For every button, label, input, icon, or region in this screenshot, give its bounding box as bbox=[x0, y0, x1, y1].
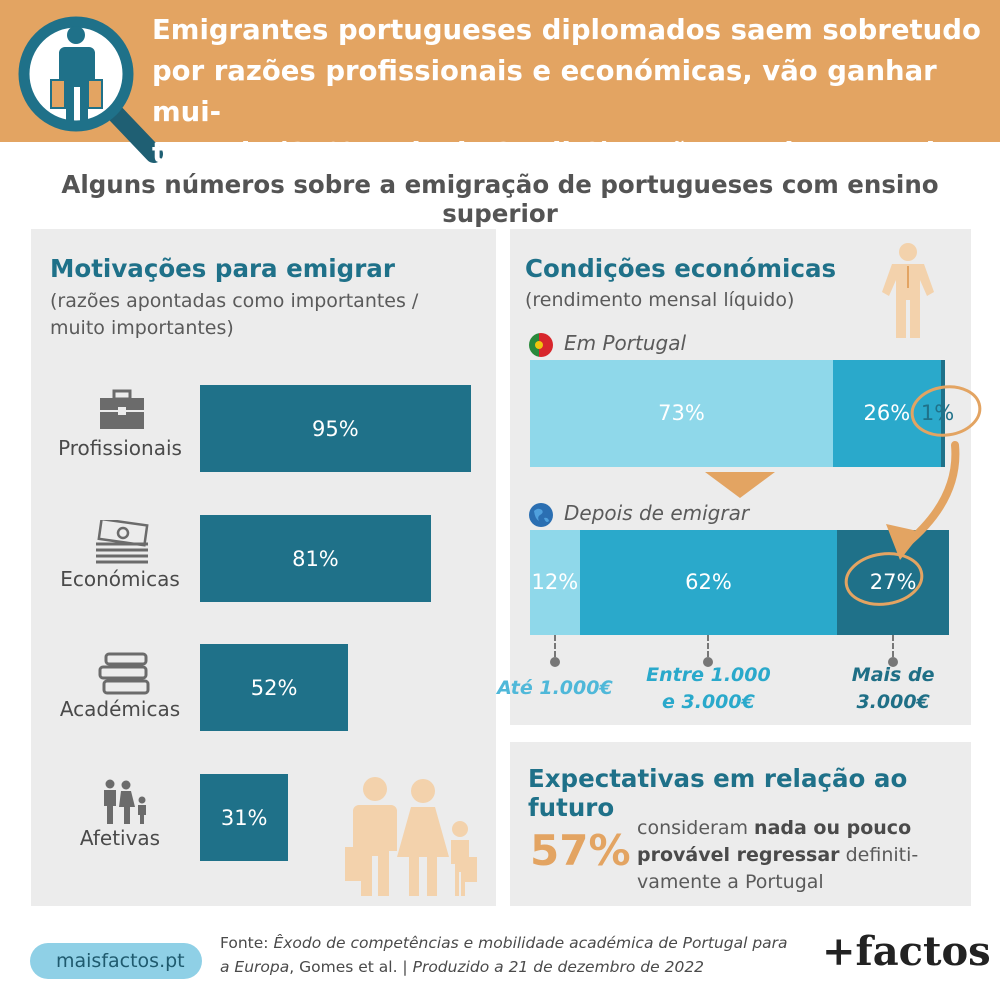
down-arrow-icon bbox=[705, 472, 775, 498]
header-banner: Emigrantes portugueses diplomados saem s… bbox=[0, 0, 1000, 169]
segment-value-label: 1% bbox=[920, 400, 955, 425]
page-subtitle: Alguns números sobre a emigração de port… bbox=[61, 170, 939, 228]
motivation-bar: 81% bbox=[200, 515, 431, 602]
legend-label-line: Entre 1.000 bbox=[646, 664, 771, 686]
legend-connector bbox=[707, 635, 710, 657]
factos-logo: +factos bbox=[822, 928, 991, 975]
expect-bold: provável regressar bbox=[637, 844, 840, 866]
legend-connector bbox=[553, 635, 556, 657]
note-line: muito importantes) bbox=[50, 317, 234, 339]
banknotes-icon bbox=[96, 520, 149, 564]
income-segment bbox=[530, 530, 580, 635]
motivation-bar: 95% bbox=[200, 385, 471, 472]
legend-dot bbox=[549, 657, 560, 667]
motivations-note: (razões apontadas como importantes / mui… bbox=[50, 288, 418, 342]
note-line: (razões apontadas como importantes / bbox=[50, 290, 419, 312]
portugal-flag-icon bbox=[529, 333, 553, 357]
motivation-bar: 52% bbox=[200, 644, 349, 731]
bar-value-label: 95% bbox=[312, 416, 359, 441]
source-authors: , Gomes et al. | bbox=[289, 958, 413, 976]
site-link[interactable]: maisfactos.pt bbox=[30, 943, 202, 979]
row-label-after: Depois de emigrar bbox=[564, 501, 750, 525]
site-link-label: maisfactos.pt bbox=[56, 950, 185, 972]
title-line: por razões profissionais e económicas, v… bbox=[152, 55, 937, 128]
legend-label-line: 3.000€ bbox=[856, 691, 930, 713]
bar-value-label: 52% bbox=[250, 675, 298, 700]
briefcase-icon bbox=[100, 389, 144, 429]
income-segment bbox=[579, 530, 838, 635]
source-label: Fonte: bbox=[220, 934, 274, 952]
expectations-value: 57% bbox=[530, 826, 631, 875]
family-icon bbox=[104, 779, 146, 824]
legend-label: Até 1.000€ bbox=[490, 675, 620, 702]
worker-icon bbox=[882, 243, 934, 338]
legend-label-line: e 3.000€ bbox=[662, 691, 755, 713]
legend-connector bbox=[892, 635, 895, 657]
economic-note: (rendimento mensal líquido) bbox=[525, 289, 795, 311]
economic-title: Condições económicas bbox=[525, 254, 837, 283]
segment-value-label: 12% bbox=[531, 569, 579, 594]
segment-value-label: 73% bbox=[658, 400, 705, 425]
expect-line: vamente a Portugal bbox=[637, 871, 824, 893]
bar-value-label: 81% bbox=[292, 546, 339, 571]
legend-dot bbox=[703, 657, 714, 667]
segment-value-label: 62% bbox=[685, 569, 732, 594]
title-line: to mais (27% mais de 3 mil €) e não tenc… bbox=[152, 137, 981, 169]
expect-bold: nada ou pouco bbox=[754, 817, 912, 839]
expectations-title: Expectativas em relação ao futuro bbox=[528, 764, 908, 822]
category-label: Académicas bbox=[59, 697, 181, 721]
segment-value-label: 27% bbox=[869, 569, 917, 594]
family-silhouette-icon bbox=[345, 777, 477, 896]
motivations-title: Motivações para emigrar bbox=[50, 254, 395, 283]
magnifier-emigrant-icon bbox=[18, 16, 163, 163]
category-label: Económicas bbox=[60, 567, 180, 591]
category-label: Afetivas bbox=[79, 826, 161, 850]
expect-line: consideram bbox=[637, 817, 755, 839]
expectations-panel bbox=[510, 742, 971, 906]
motivation-bar: 31% bbox=[200, 774, 289, 861]
page-title: Emigrantes portugueses diplomados saem s… bbox=[152, 10, 992, 174]
legend-label: Entre 1.000 e 3.000€ bbox=[633, 662, 783, 716]
globe-icon bbox=[529, 503, 553, 527]
bar-value-label: 31% bbox=[220, 805, 268, 830]
legend-label: Mais de 3.000€ bbox=[838, 662, 948, 716]
books-icon bbox=[98, 652, 150, 695]
produced-date: Produzido a 21 de dezembro de 2022 bbox=[412, 958, 705, 976]
expectations-text: consideram nada ou pouco provável regres… bbox=[637, 815, 957, 896]
expect-line: definiti- bbox=[839, 844, 919, 866]
category-label: Profissionais bbox=[58, 436, 182, 460]
source-note: Fonte: Êxodo de competências e mobilidad… bbox=[220, 931, 810, 979]
row-label-portugal: Em Portugal bbox=[564, 331, 687, 355]
segment-value-label: 26% bbox=[863, 400, 911, 425]
title-line: Emigrantes portugueses diplomados saem s… bbox=[152, 14, 981, 46]
source-title: Êxodo de competências e mobilidade acadé… bbox=[273, 934, 788, 952]
legend-label-line: Mais de bbox=[851, 664, 935, 686]
source-title: a Europa bbox=[220, 958, 290, 976]
income-segment bbox=[530, 360, 833, 467]
legend-dot bbox=[888, 657, 899, 667]
legend-label-line: Até 1.000€ bbox=[497, 677, 613, 699]
